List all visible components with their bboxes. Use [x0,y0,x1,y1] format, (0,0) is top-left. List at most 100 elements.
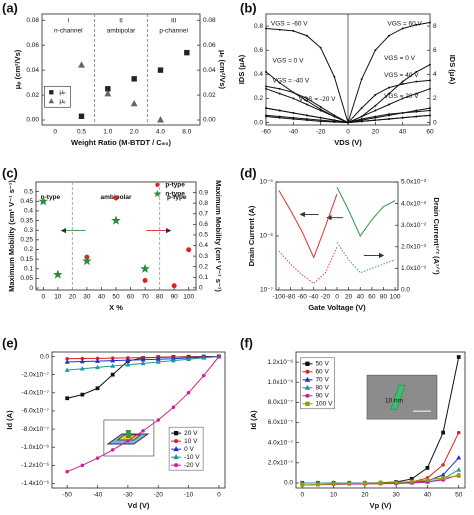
y-tick-label: 10⁻⁶ [260,233,274,240]
y-tick-label: 2.0x10⁻⁷ [268,460,294,467]
y-tick-label: 0.02 [26,92,39,99]
panel-label: (e) [2,335,18,350]
x-tick-label: 20 [372,129,380,136]
point-marker [456,455,462,460]
legend-box [300,357,335,410]
series-label: VGS = 0 V [273,57,305,64]
point-marker [65,396,70,401]
data-point [53,269,63,279]
point-marker [456,355,461,359]
point-marker [374,104,377,107]
y2-axis-label: μₑ (cm²/Vs) [218,50,227,90]
y2-tick-label: 0.06 [203,42,216,49]
x-tick-label: 40 [357,294,365,301]
panel-label: (f) [240,335,253,350]
point-marker [306,117,308,120]
panel: (a) 0 0.5 1.0 2.0 4.0 8.0 0.00 0.02 0.04 0.06 0.08 0… [2,0,227,147]
series-line [336,242,396,274]
point-marker [95,386,100,391]
point-marker [64,359,70,364]
point-marker [401,97,404,100]
point-marker [292,116,295,119]
point-marker [95,358,100,363]
panel: (b) -60 -40 -20 0 20 40 60 0.0 0.2 0.4 0.6 0.8 0 2 4 6 8 V… [237,0,457,147]
point-marker [95,364,100,370]
point-marker [429,109,431,112]
y-tick-label: 0.15 [20,256,33,263]
y2-tick-label: 0.6 [199,221,208,228]
series-line [278,246,338,285]
y-tick-label: 1.0x10⁻⁶ [267,379,293,386]
plot-frame [295,351,466,489]
point-marker [278,87,281,90]
point-marker [456,430,461,435]
point-marker [278,81,281,84]
x-tick-label: 0 [300,492,304,499]
y-axis-label: Id (A) [249,410,258,430]
point-marker [201,355,207,360]
y-tick-label: 0.0 [284,480,293,487]
point-marker [456,467,462,472]
y2-tick-label: 6 [433,47,437,54]
legend-label: 10 V [184,438,198,445]
legend-label: 90 V [315,393,329,400]
x-tick-label: 2.0 [130,129,139,136]
y-tick-label: 8.0x10⁻⁷ [268,399,294,406]
annotation: p-type [167,194,187,201]
point-marker [202,373,206,378]
x-tick-label: -50 [62,492,72,499]
point-marker [292,29,295,32]
point-marker [360,120,363,123]
legend-label: n-type [165,191,185,198]
point-marker [441,463,445,467]
y-tick-label: 0.5 [24,188,33,195]
y2-axis-label: Maximum Mobility (cm² V⁻¹ s⁻¹) [214,180,223,292]
y-tick-label: -2.0x10⁻⁷ [22,371,50,378]
point-marker [360,107,363,110]
x-tick-label: 10 [330,492,338,499]
point-marker [125,361,131,367]
x-tick-label: 70 [141,294,149,301]
x-tick-label: 50 [455,492,463,499]
point-marker [265,87,267,90]
x-tick-label: 90 [171,294,179,301]
x-axis-label: Vd (V) [128,501,150,510]
x-tick-label: -40 [289,129,299,136]
device-gate [125,430,131,438]
x-tick-label: -10 [184,492,194,499]
point-marker [388,117,390,120]
point-marker [140,360,146,366]
legend-marker [304,384,311,390]
y-tick-label: -1.4x10⁻⁶ [21,480,49,487]
x-tick-label: 60 [426,129,434,136]
sem-image [366,374,438,420]
point-marker [374,49,377,52]
y2-axis-label: IDS (μA) [448,55,457,85]
y2-tick-label: 0.2 [199,263,208,270]
point-marker [429,63,431,66]
legend-marker [48,98,55,104]
point-marker [429,79,431,82]
panel: (f) 0 10 20 30 40 50 0.0 2.0x10⁻⁷ 4.0x10⁻⁷ 6.0x10⁻… [240,335,466,510]
point-marker [415,23,418,26]
point-marker [347,121,349,124]
y-axis-label: Id (A) [5,410,14,430]
panel: (c) 0 10 20 30 40 50 60 70 80 90 100 0 0.05 0.1 0.15 0.2… [2,165,223,312]
panel-label: (d) [240,165,257,180]
point-marker [360,78,363,81]
y-tick-label: 0.35 [20,217,33,224]
legend-label: -10 V [184,454,200,461]
point-marker [429,21,431,24]
point-marker [110,448,115,452]
data-point [104,89,112,97]
point-marker [265,85,267,88]
y2-tick-label: 1.0x10⁻² [401,265,427,272]
data-point [140,263,150,273]
point-marker [362,481,367,486]
y-tick-label: 0.2 [24,246,33,253]
point-marker [441,430,445,435]
point-marker [64,367,70,372]
y2-tick-label: 0.5 [199,232,208,239]
